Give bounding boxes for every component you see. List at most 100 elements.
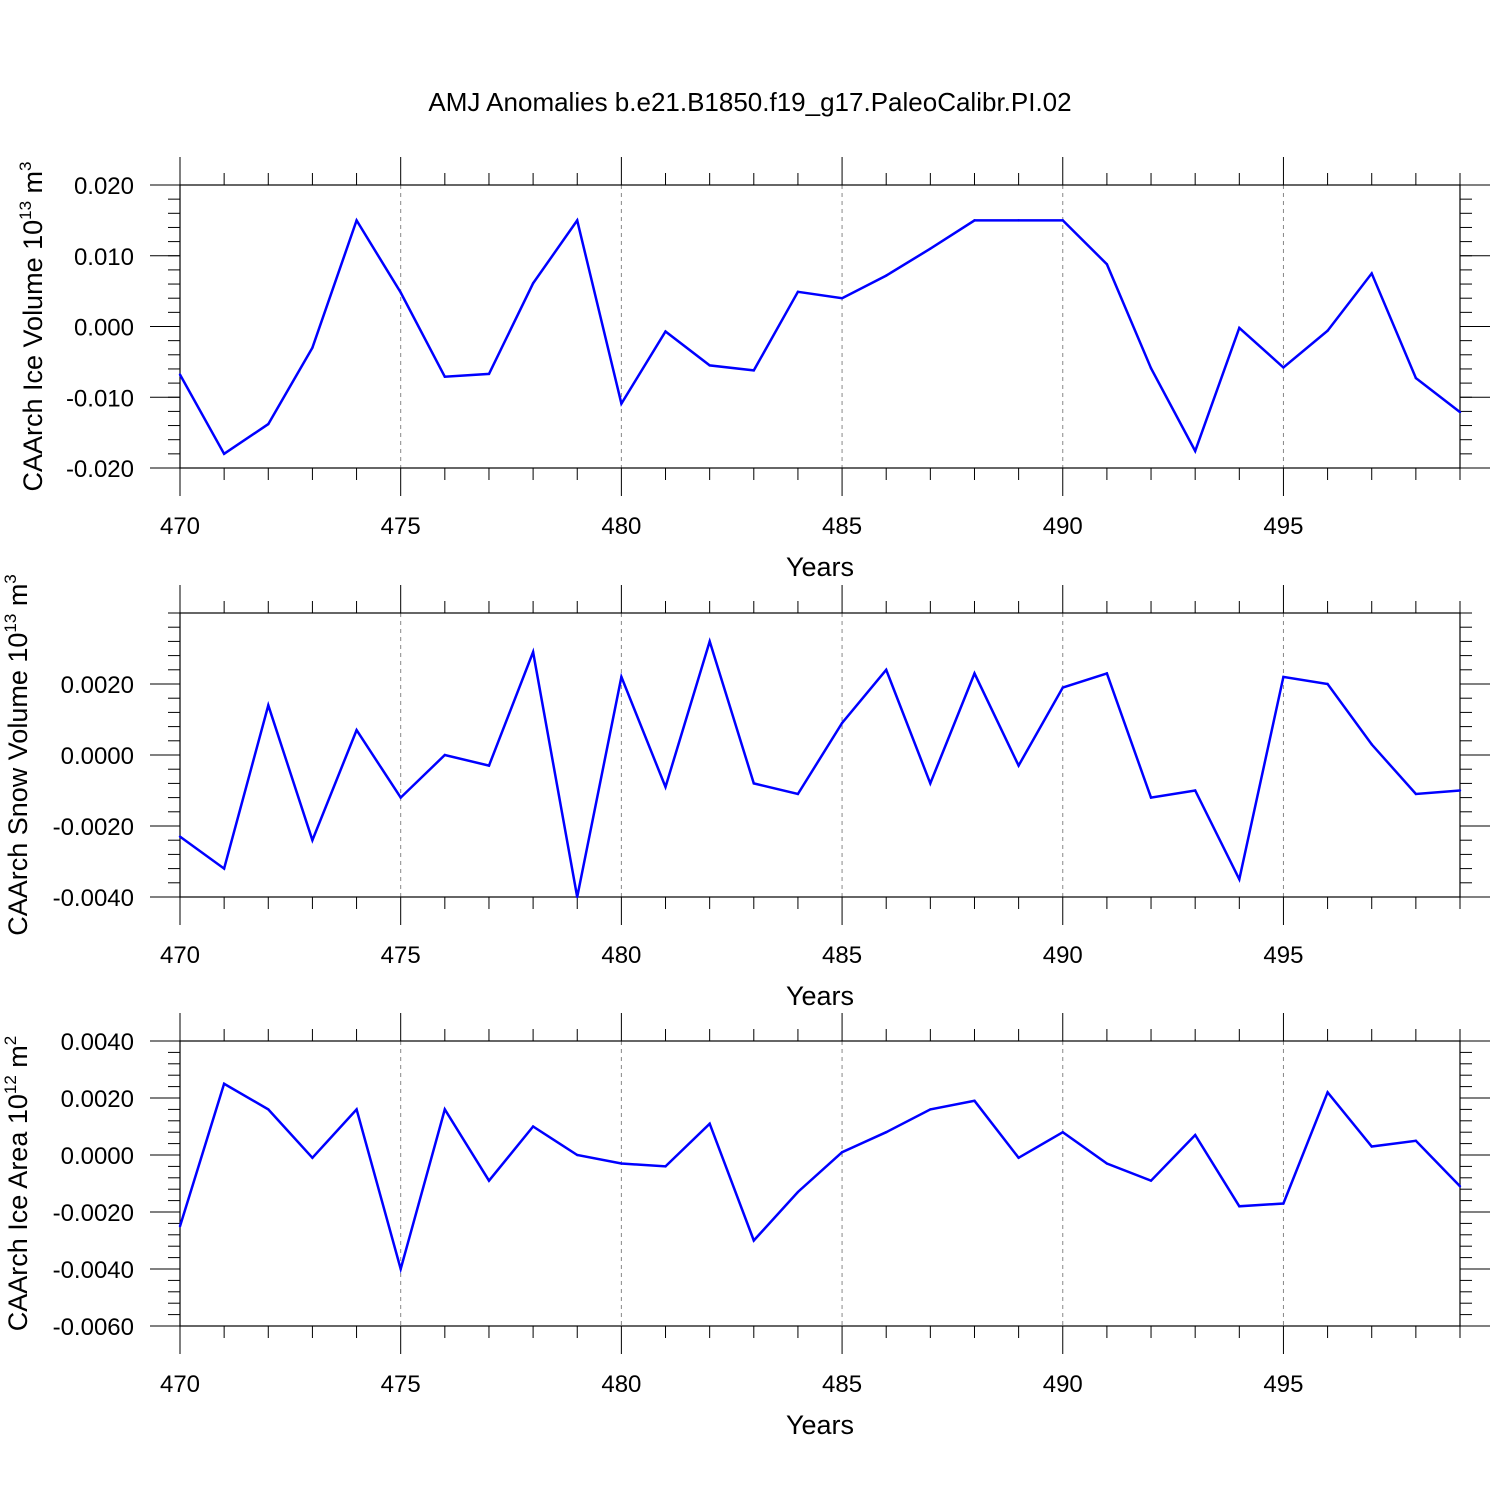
x-tick-label: 490 <box>1043 942 1083 969</box>
data-point <box>1149 367 1153 370</box>
data-point <box>267 704 270 707</box>
data-point <box>752 782 755 785</box>
data-point <box>1282 366 1285 369</box>
data-point <box>1061 1131 1064 1134</box>
data-point <box>796 1190 800 1194</box>
x-tick-label: 495 <box>1263 513 1303 540</box>
x-tick-label: 480 <box>601 1371 641 1398</box>
data-point <box>752 369 755 372</box>
x-tick-label: 475 <box>381 1371 421 1398</box>
y-axis-label-part: CAArch Ice Area 10 <box>3 1094 33 1331</box>
panels: 470 475 480 485 490 495 Years -0.020 -0.010 0.000… <box>1 157 1490 1440</box>
data-point <box>973 219 976 222</box>
data-point <box>222 452 226 456</box>
data-point <box>487 764 491 767</box>
data-point <box>267 1108 270 1111</box>
data-point <box>708 640 711 643</box>
data-point <box>1326 1091 1329 1094</box>
data-point <box>796 792 800 796</box>
data-point <box>973 1099 976 1103</box>
y-axis-label-superscript: 12 <box>1 1075 20 1094</box>
data-point <box>840 721 844 725</box>
y-axis-label: CAArch Ice Area 1012 m2 <box>1 1036 33 1332</box>
y-axis-label-superscript: 13 <box>1 614 20 633</box>
x-tick-label: 485 <box>822 513 862 540</box>
x-tick-label: 470 <box>160 942 200 969</box>
data-point <box>1326 329 1329 332</box>
data-point <box>752 1239 755 1242</box>
data-point <box>399 291 402 294</box>
data-point <box>1238 1205 1241 1208</box>
y-axis-label: CAArch Snow Volume 1013 m3 <box>1 574 33 936</box>
x-tick-label: 485 <box>822 1371 862 1398</box>
data-point <box>1017 764 1020 767</box>
data-point <box>840 297 844 300</box>
data-point <box>1458 1185 1462 1188</box>
y-axis-label-part: m <box>3 584 33 614</box>
data-point <box>708 364 711 367</box>
data-point <box>487 372 491 376</box>
y-tick-label: -0.0040 <box>53 885 134 912</box>
data-point <box>311 1156 314 1160</box>
data-point <box>1326 682 1329 686</box>
y-axis-label-part: CAArch Ice Volume 10 <box>18 220 48 492</box>
x-axis-label: Years <box>786 981 854 1011</box>
data-point <box>487 1179 491 1182</box>
data-point <box>620 402 623 405</box>
data-point <box>1414 1139 1418 1142</box>
data-point <box>531 650 535 654</box>
data-point <box>443 375 447 378</box>
data-point <box>1105 1162 1109 1165</box>
data-point <box>1193 449 1197 453</box>
plot-frame <box>179 1040 1461 1327</box>
y-tick-label: -0.010 <box>66 385 134 412</box>
data-point <box>1238 326 1241 330</box>
data-point <box>620 1162 623 1165</box>
data-point <box>1458 789 1462 792</box>
y-tick-label: -0.0040 <box>53 1257 134 1284</box>
x-tick-label: 470 <box>160 513 200 540</box>
data-point <box>1149 796 1153 799</box>
data-point <box>1105 263 1109 266</box>
data-point <box>1370 272 1373 275</box>
x-tick-label: 485 <box>822 942 862 969</box>
y-axis-label-superscript: 3 <box>1 574 20 583</box>
data-point <box>929 247 932 250</box>
y-tick-label: 0.010 <box>74 244 134 271</box>
data-point <box>1061 219 1064 222</box>
data-point <box>1017 219 1020 222</box>
x-axis-label: Years <box>786 552 854 582</box>
y-tick-label: 0.0020 <box>61 672 134 699</box>
x-tick-label: 475 <box>381 513 421 540</box>
data-point <box>840 1150 844 1154</box>
x-tick-label: 490 <box>1043 1371 1083 1398</box>
y-axis-label-part: m <box>3 1045 33 1075</box>
data-point <box>885 1131 888 1134</box>
data-point <box>178 835 182 838</box>
data-point <box>355 219 358 222</box>
data-point <box>1282 675 1285 679</box>
y-tick-label: 0.0000 <box>61 1143 134 1170</box>
y-tick-label: 0.0000 <box>61 743 134 770</box>
data-point <box>973 672 976 675</box>
y-tick-label: 0.0040 <box>61 1029 134 1056</box>
data-point <box>443 1108 447 1111</box>
x-tick-label: 495 <box>1263 942 1303 969</box>
x-tick-label: 475 <box>381 942 421 969</box>
data-point <box>178 1225 182 1228</box>
y-tick-label: -0.0020 <box>53 814 134 841</box>
plot-frame <box>179 184 1461 469</box>
data-point <box>1370 1145 1373 1148</box>
y-axis-label-part: m <box>18 171 48 201</box>
panel-2: 470 475 480 485 490 495 Years -0.0040 -0.0020 0.0… <box>1 574 1490 1011</box>
data-point <box>355 1108 358 1111</box>
panel-3: 470 475 480 485 490 495 Years -0.0060 -0.0040 -0.… <box>1 1013 1490 1440</box>
data-point <box>399 796 402 799</box>
data-point <box>1193 1133 1197 1137</box>
y-tick-label: -0.0060 <box>53 1314 134 1341</box>
x-tick-label: 470 <box>160 1371 200 1398</box>
data-point <box>1238 878 1241 881</box>
series-line <box>178 217 1461 456</box>
y-axis-label-superscript: 3 <box>16 161 35 170</box>
